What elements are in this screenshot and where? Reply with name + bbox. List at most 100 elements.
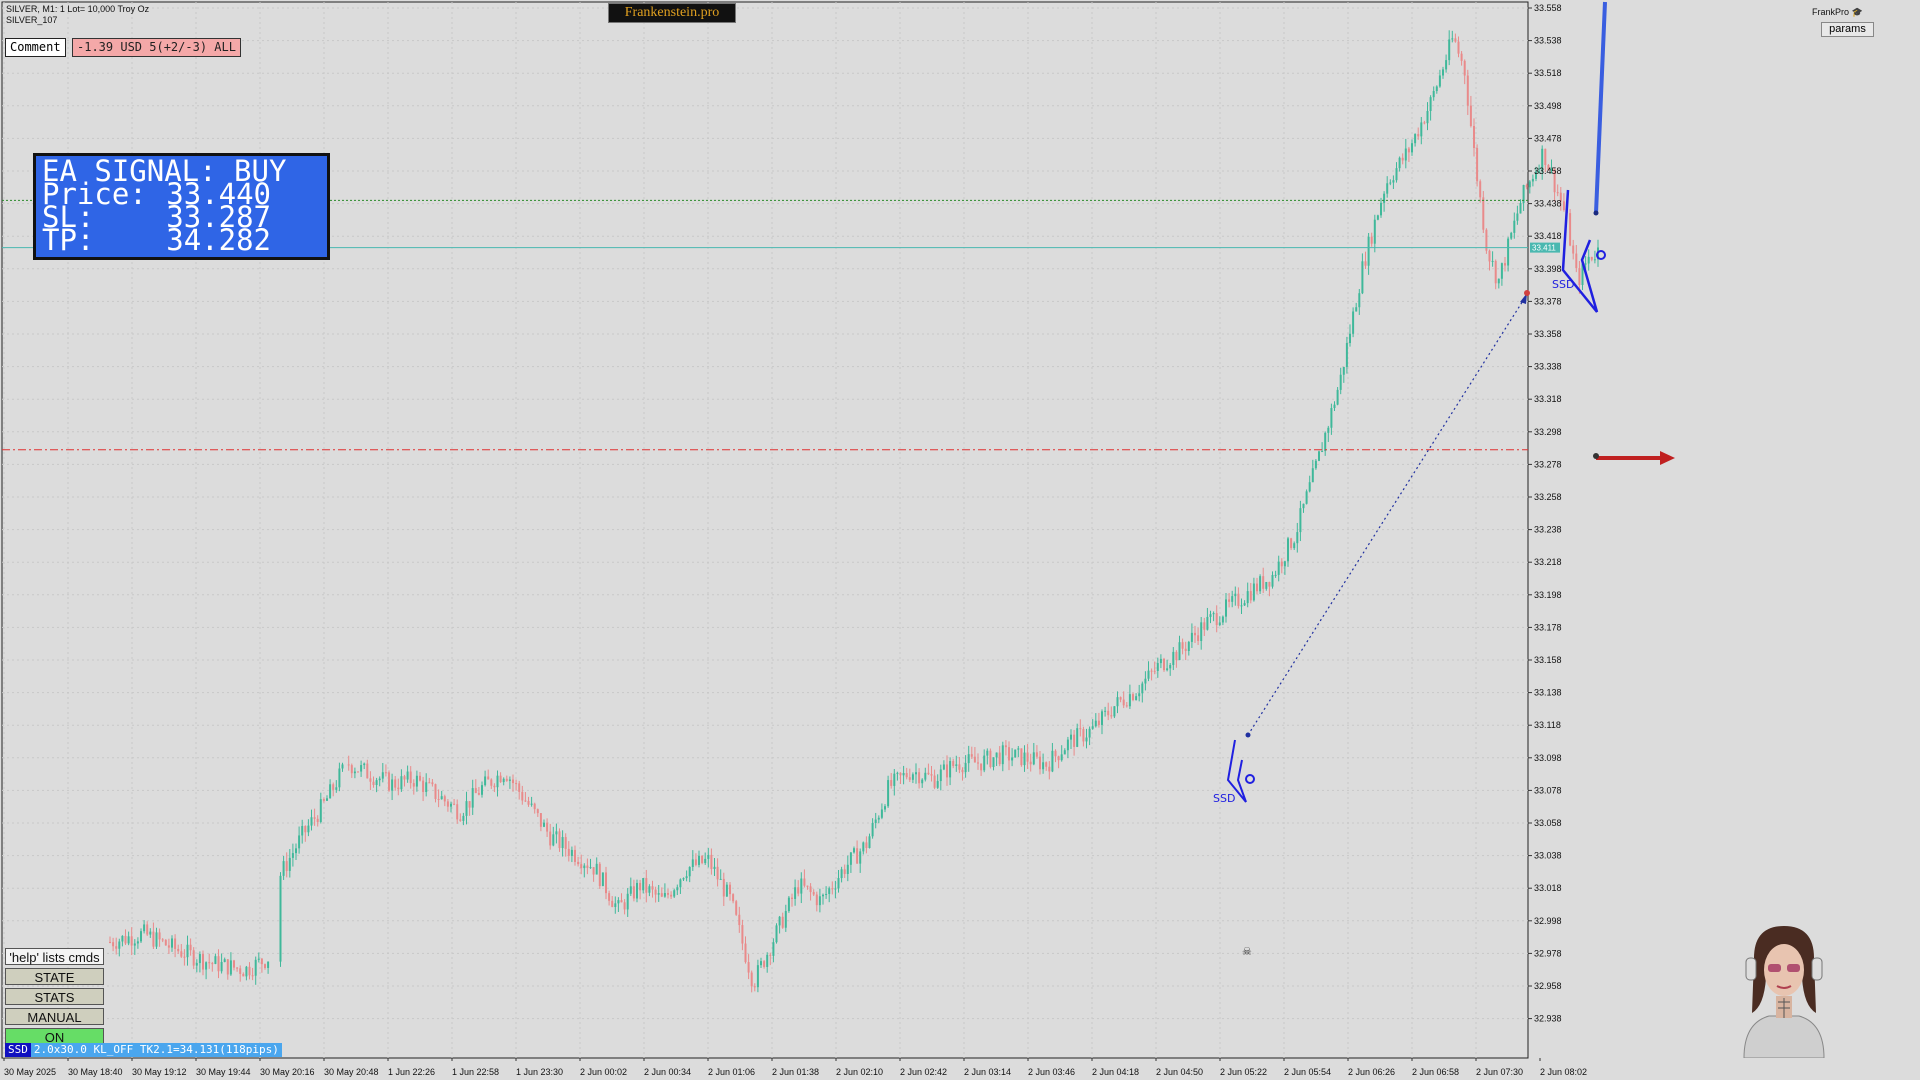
y-tick-label: 33.138 bbox=[1534, 688, 1562, 698]
candle-body bbox=[223, 959, 226, 962]
candle-body bbox=[329, 784, 332, 799]
candle-body bbox=[769, 954, 772, 956]
candle-body bbox=[791, 897, 793, 899]
candle-body bbox=[171, 938, 173, 948]
help-button[interactable]: 'help' lists cmds bbox=[5, 948, 104, 965]
candle-body bbox=[1113, 706, 1116, 717]
candle-body bbox=[388, 772, 390, 791]
candle-body bbox=[1451, 38, 1454, 40]
candle-body bbox=[474, 788, 477, 794]
candle-body bbox=[1473, 125, 1475, 149]
candle-body bbox=[384, 772, 387, 774]
candle-body bbox=[1110, 715, 1113, 717]
candle-body bbox=[1060, 754, 1063, 761]
candle-body bbox=[1531, 178, 1534, 182]
candle-body bbox=[288, 857, 291, 871]
pattern-marker-right bbox=[1596, 250, 1606, 260]
candle-body bbox=[558, 831, 561, 849]
y-tick-label: 33.378 bbox=[1534, 296, 1562, 306]
candle-body bbox=[1318, 451, 1320, 461]
candle-body bbox=[282, 861, 285, 876]
candle-body bbox=[1200, 622, 1203, 642]
x-tick-label: 2 Jun 00:34 bbox=[644, 1067, 691, 1077]
candle-body bbox=[177, 948, 180, 952]
price-axis[interactable]: 33.558 33.538 33.518 33.498 33.478 33.458 33.4… bbox=[1528, 3, 1562, 1024]
candle-body bbox=[195, 963, 198, 966]
candle-body bbox=[1218, 622, 1221, 626]
candle-body bbox=[260, 958, 263, 965]
candle-body bbox=[366, 763, 369, 779]
candle-body bbox=[1243, 603, 1246, 606]
candle-body bbox=[1054, 750, 1057, 757]
candlestick-series bbox=[109, 30, 1599, 993]
candle-body bbox=[1138, 693, 1141, 697]
candle-body bbox=[462, 815, 465, 821]
candle-body bbox=[378, 778, 381, 781]
candle-body bbox=[601, 872, 604, 887]
candle-body bbox=[180, 951, 183, 957]
candle-body bbox=[233, 960, 235, 968]
candle-body bbox=[688, 866, 691, 877]
candle-body bbox=[1302, 503, 1305, 509]
candle-body bbox=[598, 863, 601, 887]
x-tick-label: 2 Jun 05:54 bbox=[1284, 1067, 1331, 1077]
candle-body bbox=[1494, 260, 1497, 284]
candle-body bbox=[319, 799, 322, 822]
candle-body bbox=[846, 864, 849, 874]
frankpro-text: FrankPro bbox=[1812, 7, 1850, 17]
candle-body bbox=[701, 855, 704, 864]
manual-button[interactable]: MANUAL bbox=[5, 1008, 104, 1025]
state-button[interactable]: STATE bbox=[5, 968, 104, 985]
candle-body bbox=[843, 869, 846, 874]
candle-body bbox=[1144, 678, 1147, 684]
candle-body bbox=[1587, 256, 1590, 264]
candle-body bbox=[1150, 670, 1153, 672]
candle-body bbox=[453, 803, 456, 805]
params-button[interactable]: params bbox=[1821, 22, 1874, 37]
candle-body bbox=[815, 894, 818, 906]
candle-body bbox=[555, 831, 558, 835]
candle-body bbox=[645, 878, 648, 893]
candle-body bbox=[1572, 245, 1575, 254]
candle-body bbox=[357, 771, 359, 773]
time-axis[interactable]: 30 May 2025 30 May 18:40 30 May 19:12 30 Ma… bbox=[3, 1058, 1587, 1077]
brand-label[interactable]: Frankenstein.pro bbox=[608, 3, 736, 23]
candle-body bbox=[267, 961, 270, 968]
candle-body bbox=[1407, 148, 1410, 153]
candle-body bbox=[499, 775, 502, 783]
stats-button[interactable]: STATS bbox=[5, 988, 104, 1005]
candle-body bbox=[1032, 752, 1035, 765]
trade-connector-arrowhead bbox=[1520, 293, 1527, 304]
candle-body bbox=[738, 914, 741, 926]
x-tick-label: 2 Jun 00:02 bbox=[580, 1067, 627, 1077]
comment-button[interactable]: Comment bbox=[5, 38, 66, 57]
candle-body bbox=[291, 853, 294, 858]
candle-body bbox=[1076, 728, 1079, 747]
candle-body bbox=[577, 861, 580, 865]
y-tick-label: 33.438 bbox=[1534, 199, 1562, 209]
x-tick-label: 30 May 19:12 bbox=[132, 1067, 187, 1077]
candle-body bbox=[477, 793, 480, 795]
candle-body bbox=[152, 931, 155, 947]
candle-body bbox=[285, 861, 288, 871]
candle-body bbox=[409, 771, 412, 784]
candle-body bbox=[574, 849, 576, 862]
candle-body bbox=[896, 772, 899, 774]
ssd-label-left: SSD bbox=[1213, 792, 1235, 805]
candle-body bbox=[964, 763, 967, 773]
candle-body bbox=[614, 903, 617, 907]
y-tick-label: 32.998 bbox=[1534, 916, 1562, 926]
candle-body bbox=[1153, 670, 1156, 672]
candle-body bbox=[220, 961, 223, 972]
candle-body bbox=[217, 956, 220, 972]
candle-body bbox=[1268, 582, 1271, 587]
candle-body bbox=[149, 931, 152, 935]
candle-body bbox=[549, 831, 552, 846]
candle-body bbox=[1116, 697, 1119, 707]
candle-body bbox=[1265, 582, 1268, 589]
candle-body bbox=[450, 803, 452, 807]
candle-body bbox=[955, 764, 958, 766]
candle-body bbox=[1432, 91, 1435, 98]
candle-body bbox=[1482, 197, 1485, 230]
candle-body bbox=[946, 764, 948, 778]
